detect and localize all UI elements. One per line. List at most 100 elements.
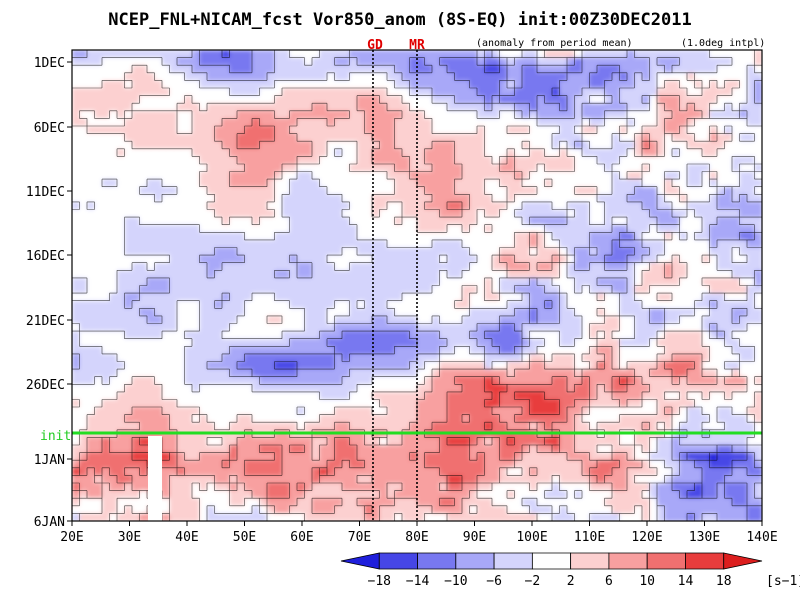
field-cell xyxy=(499,65,508,74)
field-cell xyxy=(387,95,396,104)
field-cell xyxy=(499,125,508,135)
field-cell xyxy=(222,384,231,393)
field-cell xyxy=(94,331,103,340)
field-cell xyxy=(747,338,756,347)
field-cell xyxy=(132,391,141,401)
field-cell xyxy=(687,346,696,355)
field-cell xyxy=(199,186,208,195)
field-cell xyxy=(379,247,388,256)
field-cell xyxy=(612,353,621,363)
field-cell xyxy=(417,338,426,347)
field-cell xyxy=(229,179,238,188)
field-cell xyxy=(604,156,613,165)
field-cell xyxy=(87,353,96,363)
field-cell xyxy=(139,224,148,233)
field-cell xyxy=(432,414,441,423)
field-cell xyxy=(334,270,343,279)
field-cell xyxy=(274,50,283,59)
field-cell xyxy=(199,141,208,150)
field-cell xyxy=(739,445,748,454)
field-cell xyxy=(627,156,636,165)
field-cell xyxy=(162,50,171,59)
field-cell xyxy=(199,239,208,249)
field-cell xyxy=(252,87,261,97)
field-cell xyxy=(244,65,253,74)
field-cell xyxy=(214,156,223,165)
field-cell xyxy=(297,338,306,347)
field-cell xyxy=(132,95,141,104)
field-cell xyxy=(319,156,328,165)
field-cell xyxy=(499,262,508,271)
field-cell xyxy=(289,194,298,203)
field-cell xyxy=(387,103,396,112)
field-cell xyxy=(154,95,163,104)
field-cell xyxy=(132,399,141,408)
field-cell xyxy=(702,399,711,408)
field-cell xyxy=(244,110,253,119)
field-cell xyxy=(244,346,253,355)
field-cell xyxy=(679,148,688,157)
field-cell xyxy=(319,285,328,294)
field-cell xyxy=(567,148,576,157)
field-cell xyxy=(522,141,531,150)
field-cell xyxy=(432,262,441,271)
field-cell xyxy=(304,103,313,112)
field-cell xyxy=(537,209,546,218)
field-cell xyxy=(574,201,583,211)
field-cell xyxy=(679,369,688,378)
field-cell xyxy=(229,346,238,355)
field-cell xyxy=(267,285,276,294)
field-cell xyxy=(409,255,418,264)
field-cell xyxy=(627,369,636,378)
field-cell xyxy=(559,87,568,97)
field-cell xyxy=(747,369,756,378)
field-cell xyxy=(304,255,313,264)
field-cell xyxy=(507,156,516,165)
field-cell xyxy=(342,103,351,112)
field-cell xyxy=(709,95,718,104)
field-cell xyxy=(312,194,321,203)
field-cell xyxy=(72,110,81,119)
field-cell xyxy=(732,50,741,59)
field-cell xyxy=(184,270,193,279)
field-cell xyxy=(447,163,456,173)
field-cell xyxy=(582,422,591,431)
field-cell xyxy=(529,315,538,325)
field-cell xyxy=(72,308,81,317)
field-cell xyxy=(432,361,441,370)
field-cell xyxy=(739,391,748,401)
field-cell xyxy=(522,163,531,173)
field-cell xyxy=(492,308,501,317)
field-cell xyxy=(522,50,531,59)
field-cell xyxy=(304,391,313,401)
field-cell xyxy=(417,232,426,241)
field-cell xyxy=(552,224,561,233)
field-cell xyxy=(439,156,448,165)
field-cell xyxy=(244,179,253,188)
field-cell xyxy=(462,171,471,180)
field-cell xyxy=(709,300,718,309)
field-cell xyxy=(529,391,538,401)
field-cell xyxy=(642,118,651,127)
field-cell xyxy=(529,80,538,89)
field-cell xyxy=(529,217,538,226)
field-cell xyxy=(162,338,171,347)
field-cell xyxy=(372,224,381,233)
field-cell xyxy=(612,103,621,112)
field-cell xyxy=(327,141,336,150)
field-cell xyxy=(747,308,756,317)
field-cell xyxy=(424,133,433,142)
field-cell xyxy=(709,445,718,454)
field-cell xyxy=(499,376,508,385)
field-cell xyxy=(582,50,591,59)
field-cell xyxy=(664,65,673,74)
field-cell xyxy=(192,179,201,188)
field-cell xyxy=(267,437,276,446)
field-cell xyxy=(334,57,343,66)
field-cell xyxy=(184,293,193,302)
field-cell xyxy=(387,232,396,241)
field-cell xyxy=(432,376,441,385)
field-cell xyxy=(469,209,478,218)
field-cell xyxy=(672,224,681,233)
field-cell xyxy=(334,110,343,119)
